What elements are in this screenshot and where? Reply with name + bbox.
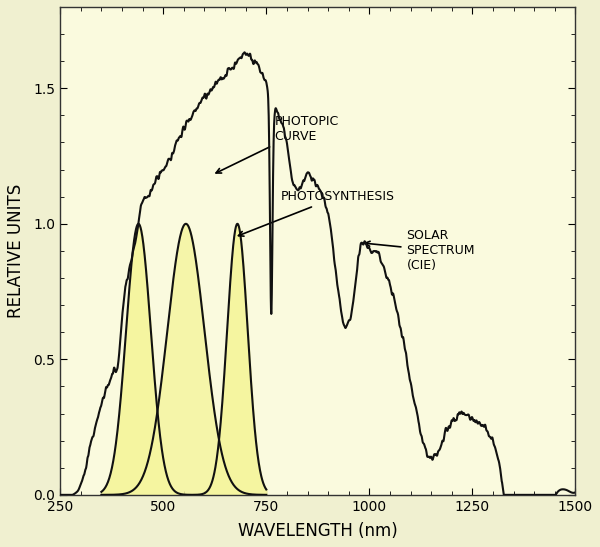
Y-axis label: RELATIVE UNITS: RELATIVE UNITS [7,184,25,318]
Text: PHOTOSYNTHESIS: PHOTOSYNTHESIS [238,190,395,236]
X-axis label: WAVELENGTH (nm): WAVELENGTH (nm) [238,522,398,540]
Text: SOLAR
SPECTRUM
(CIE): SOLAR SPECTRUM (CIE) [365,229,475,272]
Text: PHOTOPIC
CURVE: PHOTOPIC CURVE [216,115,339,173]
